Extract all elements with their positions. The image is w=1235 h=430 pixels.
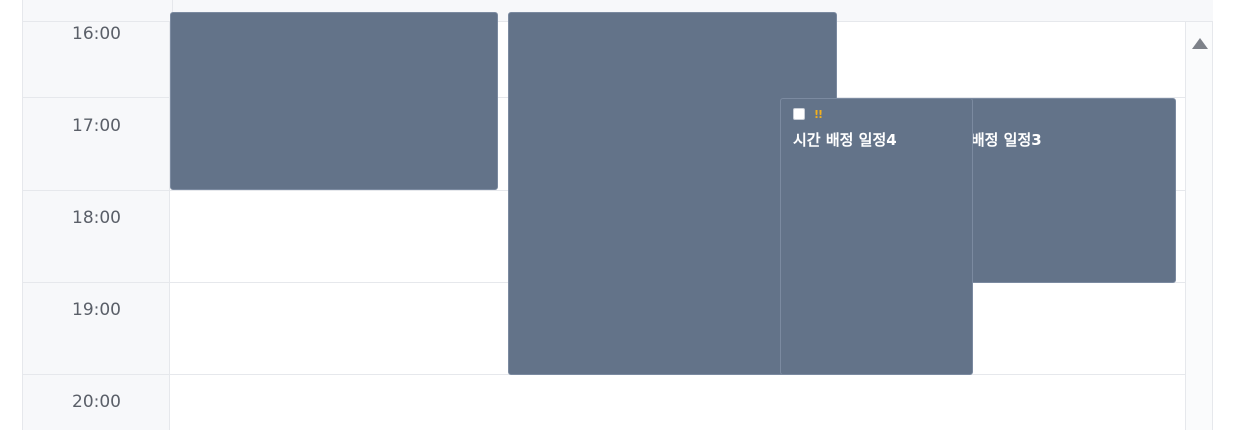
event-header: !! [793, 106, 823, 122]
hour-label-18: 18:00 [72, 208, 121, 228]
event-checkbox[interactable] [793, 108, 805, 120]
calendar-left-border [22, 0, 23, 430]
priority-marker: !! [814, 107, 823, 121]
calendar-event-3[interactable]: !! 시간 배정 일정3 [945, 98, 1176, 283]
hour-label-17: 17:00 [72, 116, 121, 136]
calendar-event-4[interactable]: !! 시간 배정 일정4 [780, 98, 973, 375]
hour-label-19: 19:00 [72, 300, 121, 320]
hour-label-20: 20:00 [72, 392, 121, 412]
calendar-event-1[interactable] [170, 12, 498, 190]
event-title: 시간 배정 일정4 [793, 131, 897, 149]
vertical-scrollbar[interactable] [1185, 22, 1213, 430]
triangle-up-icon[interactable] [1191, 36, 1209, 52]
header-gutter-divider [172, 0, 173, 22]
time-gutter [23, 22, 170, 430]
hour-label-16: 16:00 [72, 24, 121, 44]
